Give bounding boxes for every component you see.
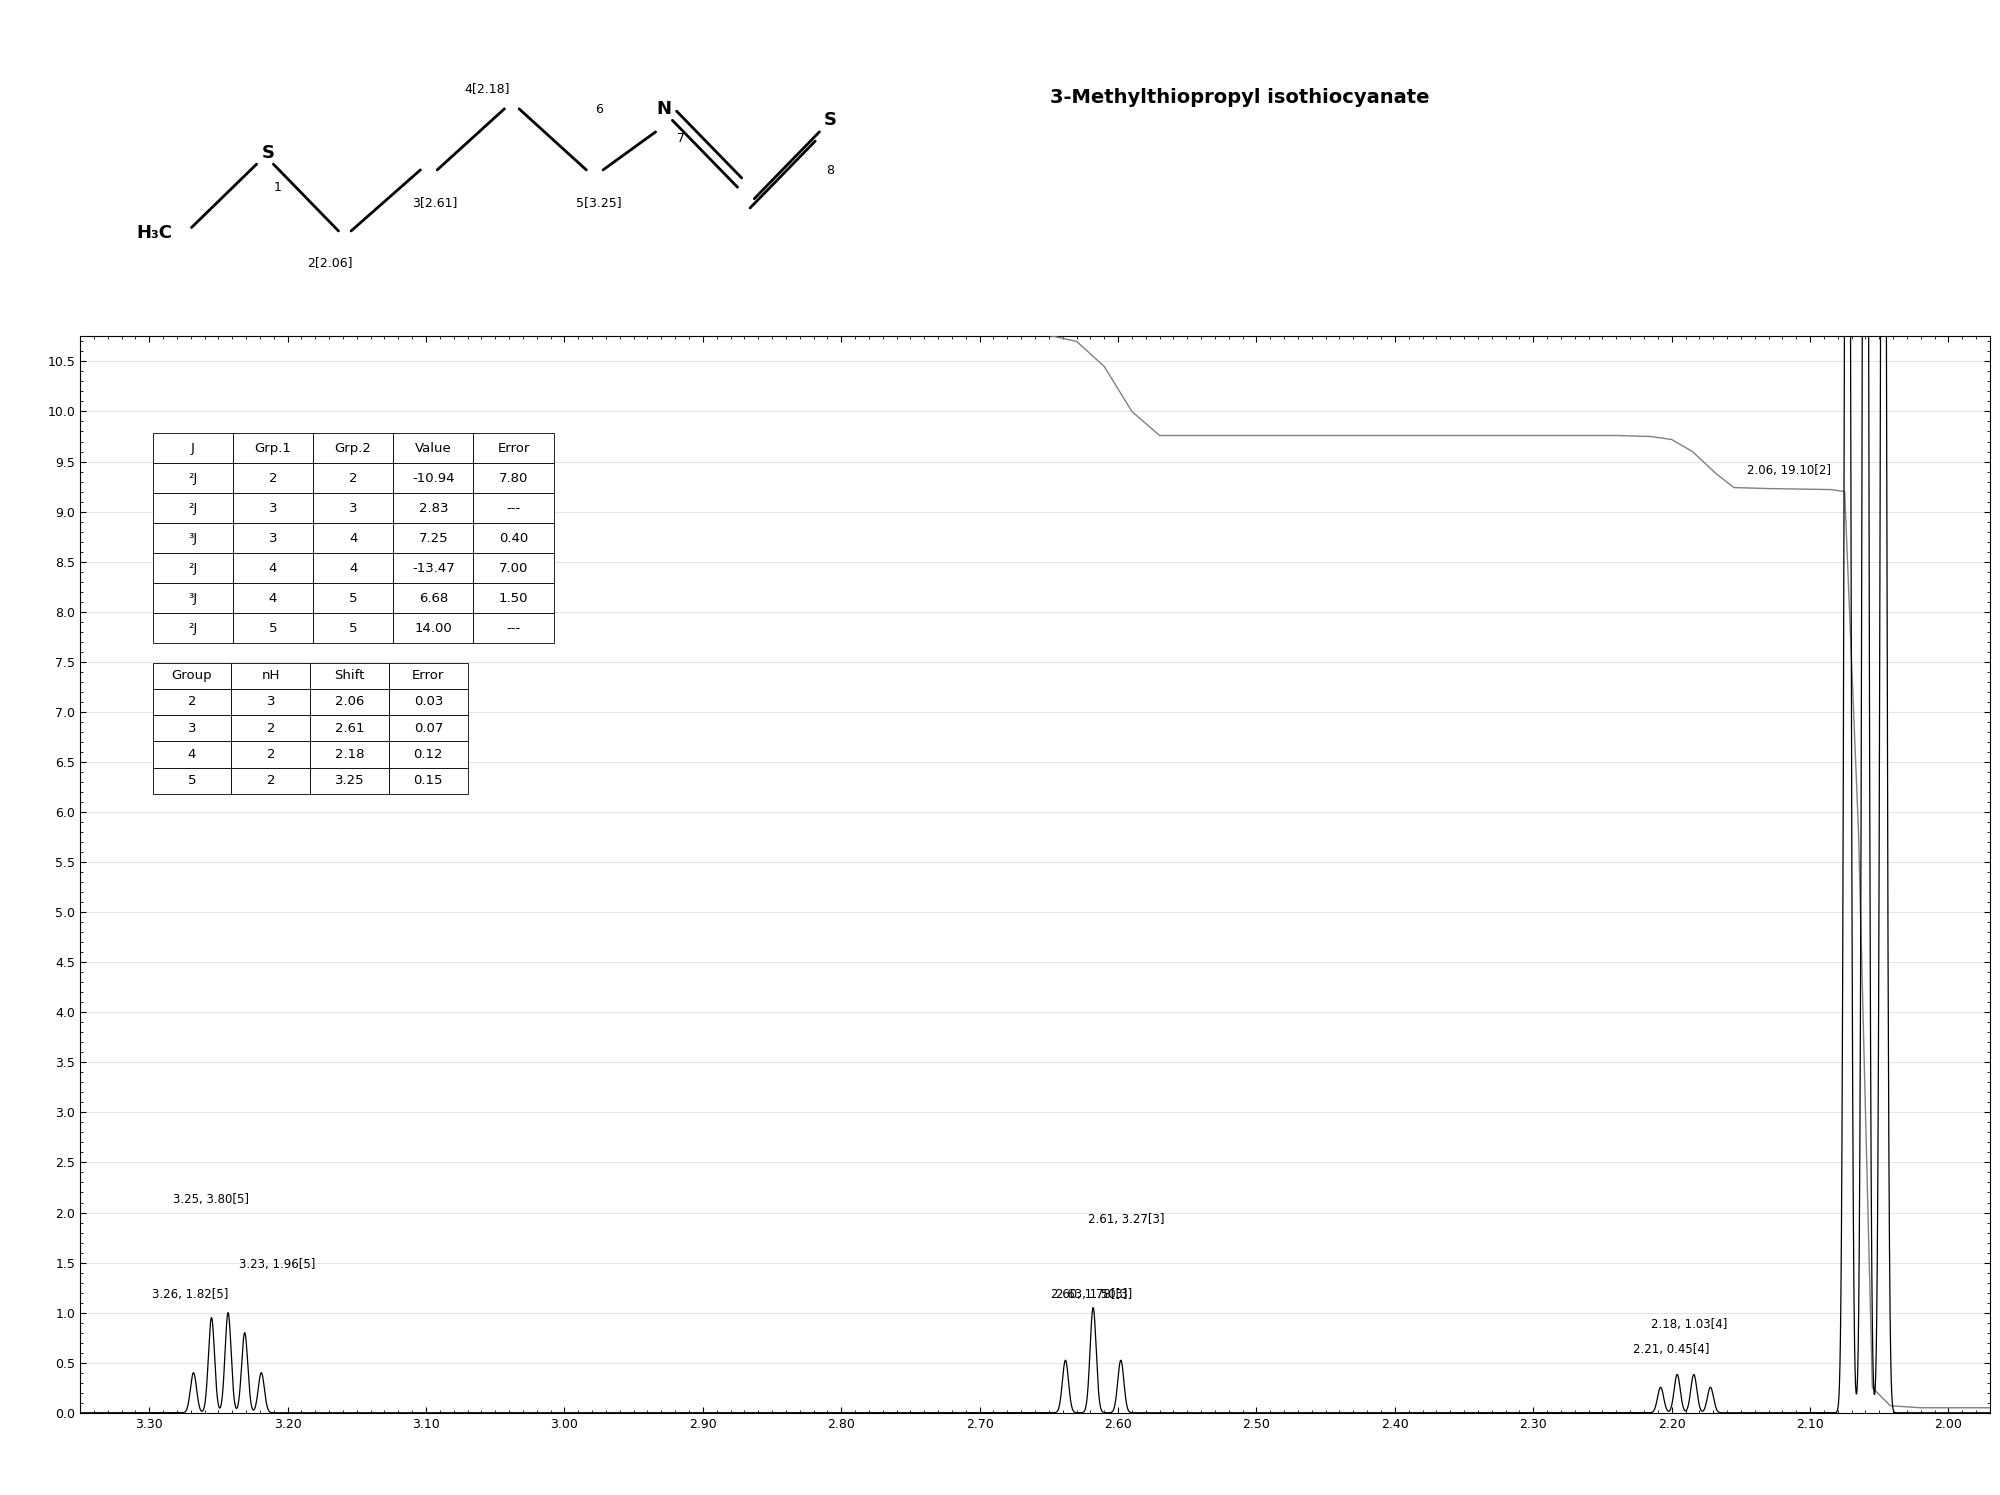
- Text: 3[2.61]: 3[2.61]: [412, 196, 458, 209]
- Text: N: N: [656, 100, 672, 118]
- Text: 8: 8: [826, 164, 834, 176]
- Text: 2.61, 3.27[3]: 2.61, 3.27[3]: [1088, 1212, 1164, 1226]
- Text: 2.21, 0.45[4]: 2.21, 0.45[4]: [1632, 1343, 1710, 1356]
- Text: 3-Methylthiopropyl isothiocyanate: 3-Methylthiopropyl isothiocyanate: [1050, 88, 1430, 106]
- Text: 2.18, 1.03[4]: 2.18, 1.03[4]: [1650, 1317, 1728, 1331]
- Text: 3.25, 3.80[5]: 3.25, 3.80[5]: [172, 1193, 248, 1205]
- Text: S: S: [262, 144, 274, 161]
- Text: 3.26, 1.82[5]: 3.26, 1.82[5]: [152, 1287, 228, 1301]
- Text: 4[2.18]: 4[2.18]: [464, 82, 510, 96]
- Text: 6: 6: [596, 103, 604, 115]
- Text: 7: 7: [676, 132, 684, 145]
- Text: 2[2.06]: 2[2.06]: [308, 256, 352, 269]
- Text: 2.63, 1.50[3]: 2.63, 1.50[3]: [1056, 1287, 1132, 1301]
- Text: 3.23, 1.96[5]: 3.23, 1.96[5]: [240, 1257, 316, 1271]
- Text: 1: 1: [274, 181, 282, 194]
- Text: S: S: [824, 111, 836, 130]
- Text: 2.06, 19.10[2]: 2.06, 19.10[2]: [1746, 463, 1830, 477]
- Text: 5[3.25]: 5[3.25]: [576, 196, 622, 209]
- Text: H₃C: H₃C: [136, 224, 172, 242]
- Text: 2.60, 1.78[3]: 2.60, 1.78[3]: [1052, 1287, 1128, 1301]
